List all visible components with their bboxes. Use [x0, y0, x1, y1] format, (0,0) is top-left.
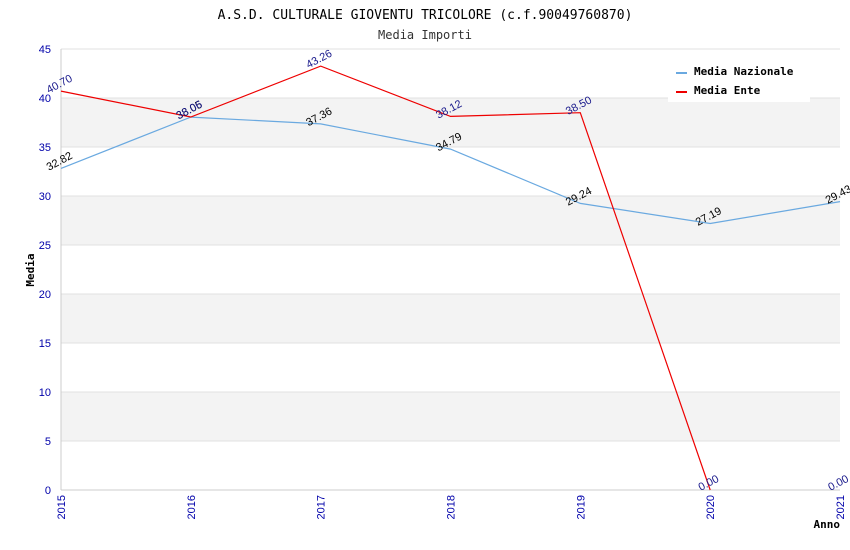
grid-band	[61, 392, 840, 441]
grid-bands	[61, 98, 840, 441]
chart-title: A.S.D. CULTURALE GIOVENTU TRICOLORE (c.f…	[218, 8, 633, 23]
y-tick-label: 20	[39, 289, 51, 301]
x-tick-label: 2020	[705, 495, 717, 519]
series-line	[60, 65, 711, 491]
x-axis-ticks: 2015 2016 2017 2018 2019 2020 2021	[56, 495, 847, 519]
legend-box	[668, 60, 810, 102]
legend-label-nazionale: Media Nazionale	[694, 65, 794, 78]
y-tick-label: 40	[39, 93, 51, 105]
y-tick-label: 5	[45, 436, 51, 448]
grid-band	[61, 294, 840, 343]
x-tick-label: 2015	[56, 495, 68, 519]
data-label: 0.00	[696, 473, 721, 494]
chart-subtitle: Media Importi	[378, 28, 472, 42]
x-axis-label: Anno	[814, 518, 841, 531]
series-lines	[60, 65, 841, 491]
legend-label-ente: Media Ente	[694, 84, 761, 97]
y-tick-label: 15	[39, 338, 51, 350]
data-label: 43.26	[304, 48, 334, 72]
x-tick-label: 2016	[186, 495, 198, 519]
y-tick-label: 0	[45, 485, 51, 497]
y-tick-label: 35	[39, 142, 51, 154]
x-tick-label: 2018	[446, 495, 458, 519]
y-tick-label: 45	[39, 44, 51, 56]
x-tick-label: 2019	[575, 495, 587, 519]
y-tick-label: 10	[39, 387, 51, 399]
y-tick-label: 30	[39, 191, 51, 203]
grid-band	[61, 196, 840, 245]
grid-band	[61, 98, 840, 147]
x-tick-label: 2017	[316, 495, 328, 519]
x-tick-label: 2021	[835, 495, 847, 519]
y-tick-label: 25	[39, 240, 51, 252]
data-label: 0.00	[826, 473, 850, 494]
y-axis-ticks: 0 5 10 15 20 25 30 35 40 45	[39, 44, 51, 497]
legend: Media Nazionale Media Ente	[668, 60, 810, 102]
y-axis-label: Media	[24, 253, 37, 286]
